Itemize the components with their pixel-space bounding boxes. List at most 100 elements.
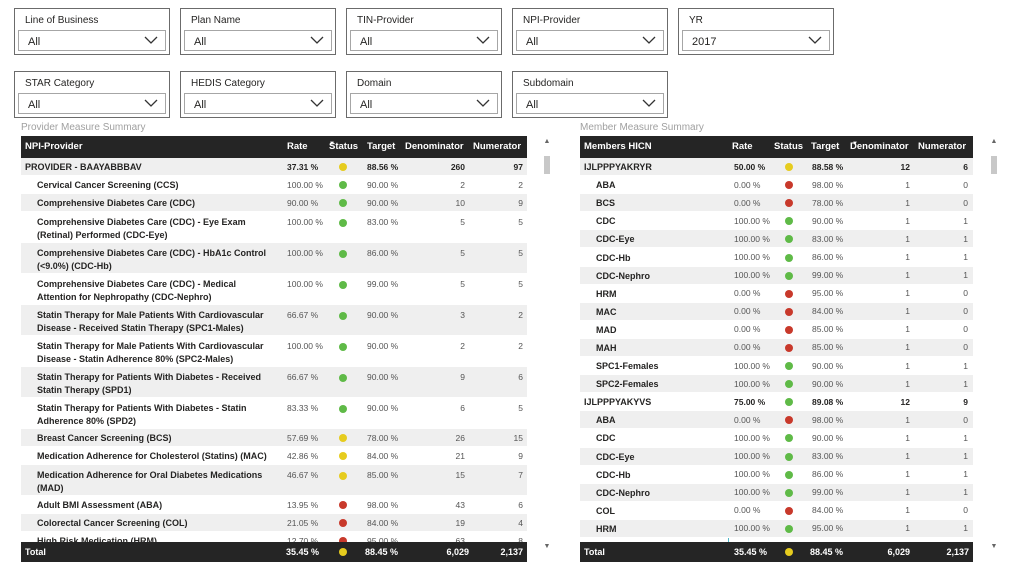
column-header-numerator[interactable]: Numerator bbox=[473, 141, 522, 152]
table-row[interactable]: MAH 0.00 % 85.00 % 1 0 bbox=[580, 338, 973, 358]
row-rate: 100.00 % bbox=[734, 469, 770, 480]
table-body: PROVIDER - BAAYABBBAV 37.31 % 88.56 % 260 97… bbox=[21, 158, 527, 542]
row-target: 90.00 % bbox=[367, 341, 399, 351]
column-header-numerator[interactable]: Numerator bbox=[918, 141, 967, 152]
status-dot-green bbox=[785, 362, 793, 371]
slicer-dropdown[interactable]: All bbox=[350, 93, 498, 114]
table-row[interactable]: CDC-Eye 100.00 % 83.00 % 1 1 bbox=[580, 447, 973, 466]
group-row[interactable]: PROVIDER - BAAYABBBAV 37.31 % 88.56 % 260 97 bbox=[21, 158, 527, 176]
table-row[interactable]: Colorectal Cancer Screening (COL) 21.05 %… bbox=[21, 514, 527, 532]
chevron-down-icon[interactable] bbox=[476, 98, 490, 108]
table-row[interactable]: CDC 100.00 % 90.00 % 1 1 bbox=[580, 429, 973, 448]
table-row[interactable]: MAC 0.00 % 84.00 % 1 0 bbox=[580, 302, 973, 321]
column-header-members-hicn[interactable]: Members HICN bbox=[584, 141, 652, 152]
total-denominator: 6,029 bbox=[887, 547, 910, 557]
table-row[interactable]: CDC-Eye 100.00 % 83.00 % 1 1 bbox=[580, 230, 973, 249]
table-row[interactable]: Comprehensive Diabetes Care (CDC) - Eye … bbox=[21, 212, 527, 243]
table-row[interactable]: Statin Therapy for Patients With Diabete… bbox=[21, 367, 527, 398]
scroll-up-icon[interactable]: ▲ bbox=[543, 138, 551, 145]
column-header-target[interactable]: Target bbox=[811, 141, 840, 152]
table-row[interactable]: High Risk Medication (HRM) 12.70 % 95.00 %… bbox=[21, 532, 527, 542]
table-row[interactable]: CDC-Hb 100.00 % 86.00 % 1 1 bbox=[580, 248, 973, 267]
scroll-up-icon[interactable]: ▲ bbox=[990, 138, 998, 145]
group-row[interactable]: IJLPPPYAKRYR 50.00 % 88.58 % 12 6 bbox=[580, 158, 973, 177]
chevron-down-icon[interactable] bbox=[310, 98, 324, 108]
scroll-thumb[interactable] bbox=[991, 156, 997, 174]
chevron-down-icon[interactable] bbox=[310, 35, 324, 45]
row-name: Comprehensive Diabetes Care (CDC) - Medi… bbox=[37, 279, 237, 302]
slicer-tin-provider[interactable]: TIN-Provider All bbox=[346, 8, 502, 55]
table-row[interactable]: Breast Cancer Screening (BCS) 57.69 % 78.0… bbox=[21, 429, 527, 447]
table-row[interactable]: HRM 100.00 % 95.00 % 1 1 bbox=[580, 519, 973, 538]
row-target: 95.00 % bbox=[812, 288, 844, 299]
row-denominator: 12 bbox=[900, 161, 910, 172]
slicer-dropdown[interactable]: All bbox=[516, 30, 664, 51]
slicer-dropdown[interactable]: 2017 bbox=[682, 30, 830, 51]
provider-scrollbar[interactable]: ▲ ▼ bbox=[543, 136, 551, 550]
table-row[interactable]: Statin Therapy for Patients With Diabete… bbox=[21, 398, 527, 429]
row-numerator: 9 bbox=[518, 450, 523, 461]
slicer-yr[interactable]: YR 2017 bbox=[678, 8, 834, 55]
slicer-line-of-business[interactable]: Line of Business All bbox=[14, 8, 170, 55]
chevron-down-icon[interactable] bbox=[476, 35, 490, 45]
scroll-down-icon[interactable]: ▼ bbox=[990, 543, 998, 550]
table-row[interactable]: COL 0.00 % 84.00 % 1 0 bbox=[580, 501, 973, 520]
table-row[interactable]: Adult BMI Assessment (ABA) 13.95 % 98.00 %… bbox=[21, 496, 527, 514]
slicer-dropdown[interactable]: All bbox=[184, 93, 332, 114]
table-row[interactable]: CDC-Hb 100.00 % 86.00 % 1 1 bbox=[580, 465, 973, 484]
status-dot-yellow bbox=[339, 452, 347, 460]
table-row[interactable]: BCS 0.00 % 78.00 % 1 0 bbox=[580, 194, 973, 213]
slicer-plan-name[interactable]: Plan Name All bbox=[180, 8, 336, 55]
table-row[interactable]: ABA 0.00 % 98.00 % 1 0 bbox=[580, 411, 973, 430]
column-header-target[interactable]: Target bbox=[367, 141, 396, 152]
row-rate: 21.05 % bbox=[287, 517, 319, 528]
table-row[interactable]: CDC-Nephro 100.00 % 99.00 % 1 1 bbox=[580, 266, 973, 285]
table-row[interactable]: Comprehensive Diabetes Care (CDC) 90.00 %… bbox=[21, 194, 527, 212]
slicer-dropdown[interactable]: All bbox=[18, 30, 166, 51]
column-header-status[interactable]: Status bbox=[774, 141, 804, 152]
chevron-down-icon[interactable] bbox=[642, 98, 656, 108]
table-row[interactable]: Comprehensive Diabetes Care (CDC) - HbA1… bbox=[21, 243, 527, 274]
column-header-npi-provider[interactable]: NPI-Provider bbox=[25, 141, 83, 152]
table-row[interactable]: Statin Therapy for Male Patients With Ca… bbox=[21, 336, 527, 367]
slicer-dropdown[interactable]: All bbox=[184, 30, 332, 51]
table-body: IJLPPPYAKRYR 50.00 % 88.58 % 12 6 ABA 0.00 % 98… bbox=[580, 158, 973, 542]
slicer-dropdown[interactable]: All bbox=[350, 30, 498, 51]
row-numerator: 1 bbox=[963, 378, 968, 389]
column-header-status[interactable]: Status bbox=[329, 141, 359, 152]
chevron-down-icon[interactable] bbox=[144, 98, 158, 108]
slicer-dropdown[interactable]: All bbox=[516, 93, 664, 114]
slicer-subdomain[interactable]: Subdomain All bbox=[512, 71, 668, 118]
row-denominator: 1 bbox=[905, 252, 910, 263]
table-row[interactable]: MAD 0.00 % 85.00 % 1 0 bbox=[580, 320, 973, 339]
column-header-denominator[interactable]: Denominator bbox=[405, 141, 464, 152]
slicer-dropdown[interactable]: All bbox=[18, 93, 166, 114]
scroll-thumb[interactable] bbox=[544, 156, 550, 174]
table-row[interactable]: HRM 0.00 % 95.00 % 1 0 bbox=[580, 284, 973, 303]
table-row[interactable]: Medication Adherence for Oral Diabetes M… bbox=[21, 465, 527, 496]
slicer-star-category[interactable]: STAR Category All bbox=[14, 71, 170, 118]
table-row[interactable]: CDC 100.00 % 90.00 % 1 1 bbox=[580, 212, 973, 231]
column-header-denominator[interactable]: Denominator bbox=[850, 141, 909, 152]
member-scrollbar[interactable]: ▲ ▼ bbox=[990, 136, 998, 550]
table-row[interactable]: CDC-Nephro 100.00 % 99.00 % 1 1 bbox=[580, 483, 973, 502]
slicer-hedis-category[interactable]: HEDIS Category All bbox=[180, 71, 336, 118]
slicer-npi-provider[interactable]: NPI-Provider All bbox=[512, 8, 668, 55]
table-row[interactable]: Cervical Cancer Screening (CCS) 100.00 % 9… bbox=[21, 176, 527, 194]
table-row[interactable]: Medication Adherence for Cholesterol (St… bbox=[21, 447, 527, 465]
table-row[interactable]: Statin Therapy for Male Patients With Ca… bbox=[21, 305, 527, 336]
row-denominator: 43 bbox=[455, 499, 465, 510]
scroll-down-icon[interactable]: ▼ bbox=[543, 543, 551, 550]
chevron-down-icon[interactable] bbox=[642, 35, 656, 45]
table-row[interactable]: Comprehensive Diabetes Care (CDC) - Medi… bbox=[21, 274, 527, 305]
table-row[interactable]: SPC1-Females 100.00 % 90.00 % 1 1 bbox=[580, 357, 973, 376]
column-header-rate[interactable]: Rate bbox=[732, 141, 753, 152]
slicer-domain[interactable]: Domain All bbox=[346, 71, 502, 118]
chevron-down-icon[interactable] bbox=[808, 35, 822, 45]
table-row[interactable]: SPC2-Females 100.00 % 90.00 % 1 1 bbox=[580, 375, 973, 394]
row-target: 90.00 % bbox=[367, 310, 399, 320]
column-header-rate[interactable]: Rate bbox=[287, 141, 308, 152]
table-row[interactable]: ABA 0.00 % 98.00 % 1 0 bbox=[580, 176, 973, 195]
group-row[interactable]: IJLPPPYAKYVS 75.00 % 89.08 % 12 9 bbox=[580, 393, 973, 412]
chevron-down-icon[interactable] bbox=[144, 35, 158, 45]
